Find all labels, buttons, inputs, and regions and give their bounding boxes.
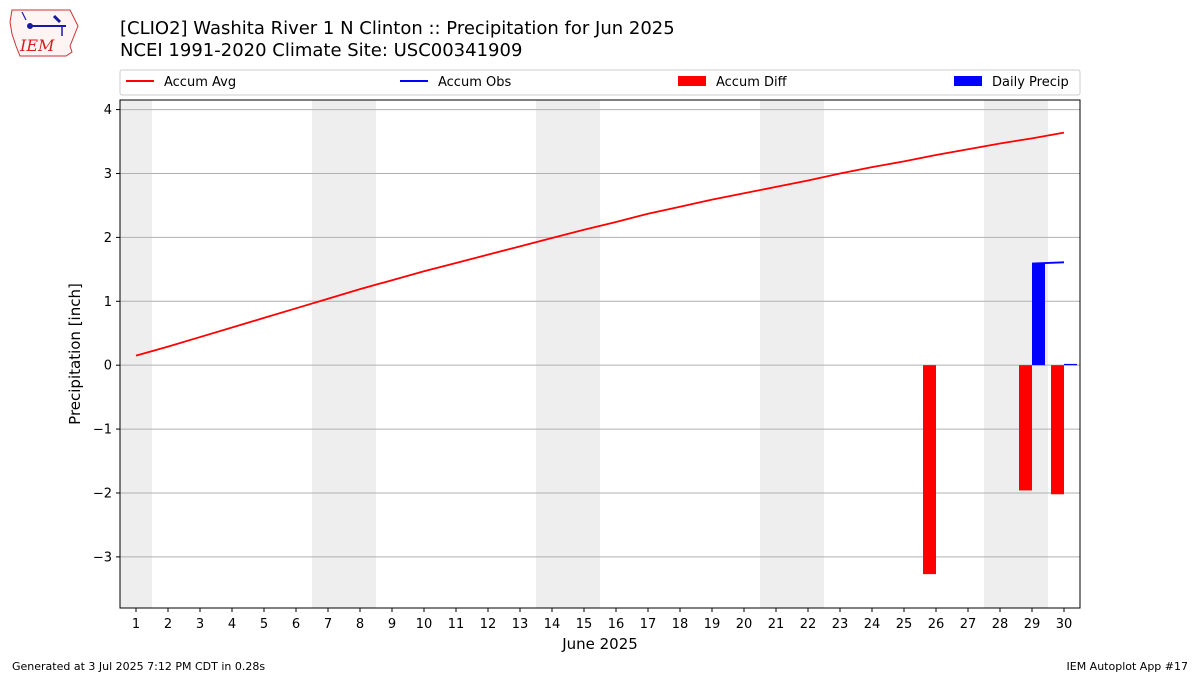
- x-axis: 1 2 3 4 5 6 7 8 9 10 11 12 13 14 15 16 17 18 19 20 21 22 23 24 2…: [132, 608, 1072, 632]
- x-tick-label: 28: [992, 617, 1009, 632]
- x-tick-label: 16: [608, 617, 625, 632]
- y-tick-label: 3: [104, 167, 112, 182]
- x-tick-label: 30: [1056, 617, 1073, 632]
- legend: Accum Avg Accum Obs Accum Diff Daily Precip: [119, 69, 1081, 96]
- legend-label: Accum Avg: [164, 75, 236, 90]
- plot-frame: [119, 99, 1081, 609]
- x-tick-label: 1: [132, 617, 140, 632]
- weekend-bands: [120, 100, 1048, 608]
- weekend-band-2: [536, 100, 600, 608]
- x-tick-label: 10: [416, 617, 433, 632]
- x-tick-label: 11: [448, 617, 465, 632]
- daily-precip-bar-day-29: [1032, 263, 1045, 366]
- gridlines: [120, 109, 1080, 558]
- x-tick-label: 2: [164, 617, 172, 632]
- x-tick-label: 24: [864, 617, 881, 632]
- logo-text: IEM: [19, 36, 55, 55]
- legend-label: Daily Precip: [992, 75, 1069, 90]
- legend-label: Accum Diff: [716, 75, 788, 90]
- weekend-band-1: [312, 100, 376, 608]
- accum-obs-line: [1031, 261, 1065, 265]
- legend-swatch-3: [954, 76, 982, 86]
- accum-diff-bar-day-29: [1019, 365, 1032, 491]
- x-tick-label: 17: [640, 617, 657, 632]
- x-tick-label: 27: [960, 617, 977, 632]
- x-tick-label: 3: [196, 617, 204, 632]
- y-tick-label: 4: [104, 103, 112, 118]
- x-tick-label: 5: [260, 617, 268, 632]
- x-tick-label: 25: [896, 617, 913, 632]
- x-tick-label: 4: [228, 617, 236, 632]
- x-tick-label: 18: [672, 617, 689, 632]
- legend-label: Accum Obs: [438, 75, 511, 90]
- x-tick-label: 23: [832, 617, 849, 632]
- x-tick-label: 12: [480, 617, 497, 632]
- x-tick-label: 26: [928, 617, 945, 632]
- y-tick-label: −1: [93, 423, 112, 438]
- y-tick-label: 0: [104, 359, 112, 374]
- y-tick-label: −2: [93, 486, 112, 501]
- chart-title: [CLIO2] Washita River 1 N Clinton :: Pre…: [120, 18, 675, 39]
- line-series: [135, 131, 1065, 357]
- x-tick-label: 21: [768, 617, 785, 632]
- app-attribution: IEM Autoplot App #17: [1066, 660, 1189, 673]
- y-axis: −3 −2 −1 0 1 2 3 4: [93, 103, 120, 565]
- legend-box: [119, 69, 1081, 96]
- x-tick-label: 29: [1024, 617, 1041, 632]
- iem-logo: IEM: [9, 9, 79, 57]
- x-tick-label: 6: [292, 617, 300, 632]
- x-tick-label: 20: [736, 617, 753, 632]
- accum-avg-line: [135, 131, 1065, 357]
- x-tick-label: 14: [544, 617, 561, 632]
- y-tick-label: −3: [93, 550, 112, 565]
- x-axis-label: June 2025: [561, 635, 638, 653]
- accum-diff-bar-day-26: [923, 365, 936, 575]
- y-tick-label: 1: [104, 295, 112, 310]
- x-tick-label: 7: [324, 617, 332, 632]
- accum-diff-bar-day-30: [1051, 365, 1064, 495]
- daily-precip-bar-day-30: [1064, 363, 1077, 366]
- x-tick-label: 15: [576, 617, 593, 632]
- x-tick-label: 8: [356, 617, 364, 632]
- chart-subtitle: NCEI 1991-2020 Climate Site: USC00341909: [120, 40, 523, 61]
- y-tick-label: 2: [104, 231, 112, 246]
- weekend-band-0: [120, 100, 152, 608]
- y-axis-label: Precipitation [inch]: [66, 283, 84, 425]
- bar-series: [923, 263, 1077, 575]
- x-tick-label: 19: [704, 617, 721, 632]
- x-tick-label: 13: [512, 617, 529, 632]
- x-tick-label: 22: [800, 617, 817, 632]
- x-tick-label: 9: [388, 617, 396, 632]
- legend-swatch-2: [678, 76, 706, 86]
- weekend-band-3: [760, 100, 824, 608]
- generated-timestamp: Generated at 3 Jul 2025 7:12 PM CDT in 0…: [12, 660, 266, 673]
